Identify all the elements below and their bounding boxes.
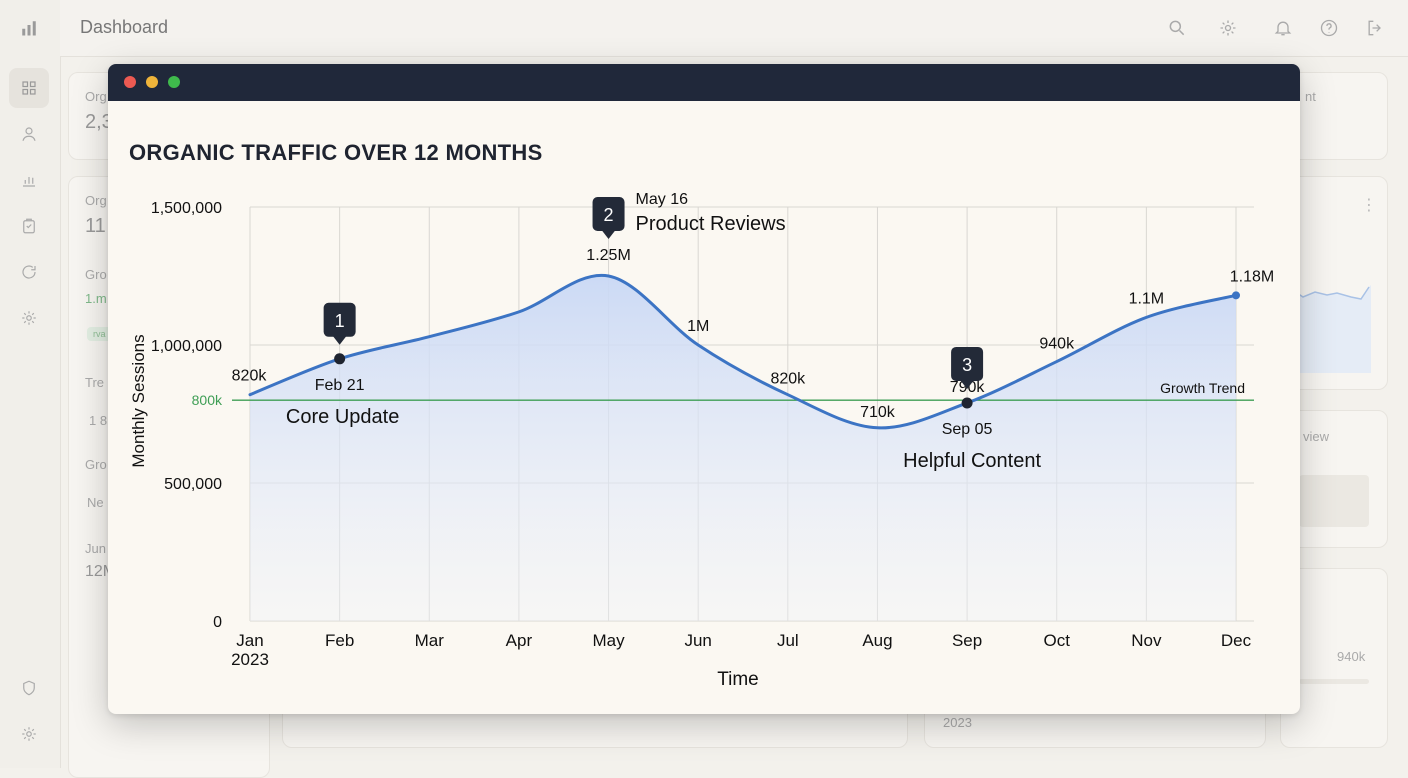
minimize-window-button[interactable]	[146, 76, 158, 88]
annotation-badge	[951, 346, 984, 381]
bg-pill: rva	[87, 327, 112, 341]
bg-card-label: Org	[85, 193, 107, 208]
annotation-date: Sep 05	[942, 421, 993, 438]
bg-group-label: Gro	[85, 457, 107, 472]
bg-bar	[1299, 475, 1369, 527]
data-label: 1M	[687, 318, 709, 335]
y-tick-label: 1,500,000	[151, 200, 222, 217]
annotation-badge-pointer	[960, 379, 975, 389]
bg-right-label: nt	[1305, 89, 1316, 104]
shield-icon[interactable]	[9, 668, 49, 708]
close-window-button[interactable]	[124, 76, 136, 88]
logout-icon[interactable]	[1364, 17, 1386, 39]
data-label: 940k	[1039, 336, 1075, 353]
y-tick-label: 1,000,000	[151, 338, 222, 355]
annotation-badge-pointer	[332, 335, 347, 345]
series-area	[250, 275, 1236, 621]
refresh-icon[interactable]	[9, 252, 49, 292]
reference-line-label: 800k	[192, 392, 223, 408]
data-label: 1.25M	[586, 247, 630, 264]
series-line	[248, 273, 1238, 430]
data-label: 820k	[232, 368, 268, 385]
chart-window: ORGANIC TRAFFIC OVER 12 MONTHS 0 500,000 1…	[108, 64, 1300, 714]
annotation-date: Feb 21	[315, 377, 365, 394]
side-logo-icon[interactable]	[9, 8, 49, 48]
x-tick-label: Aug	[862, 631, 892, 650]
clipboard-icon[interactable]	[9, 206, 49, 246]
chart-title: ORGANIC TRAFFIC OVER 12 MONTHS	[129, 140, 543, 165]
annotation-3: Sep 05 Helpful Content 3	[903, 346, 1041, 472]
bg-group-value: Ne	[87, 495, 104, 510]
x-tick-label: May	[592, 631, 625, 650]
y-tick-label: 500,000	[164, 476, 222, 493]
annotation-badge	[323, 302, 356, 337]
bell-icon[interactable]	[1272, 17, 1294, 39]
bg-right-value: 940k	[1337, 649, 1366, 664]
x-tick-label: Apr	[506, 631, 533, 650]
annotation-badge-pointer	[601, 230, 616, 239]
chart-plot: 0 500,000 1,000,000 1,500,000 Jan Feb Mar Apr Ma…	[129, 191, 1274, 690]
x-tick-label: Feb	[325, 631, 354, 650]
annotation-label: Core Update	[286, 406, 399, 428]
bg-card-value: 2,3	[85, 111, 113, 133]
annotation-date: May 16	[636, 191, 689, 208]
y-tick-label: 0	[213, 614, 222, 631]
bg-jun-label: Jun	[85, 541, 106, 556]
settings-gear-icon[interactable]	[9, 298, 49, 338]
kebab-menu-icon[interactable]: ⋮	[1361, 197, 1377, 214]
annotation-point	[334, 353, 346, 365]
annotation-label: Product Reviews	[636, 213, 786, 235]
x-tick-label: Sep	[952, 631, 982, 650]
y-axis-title: Monthly Sessions	[129, 334, 148, 467]
search-icon[interactable]	[1166, 17, 1188, 39]
end-point	[1232, 291, 1240, 300]
top-bar: Dashboard	[60, 0, 1408, 57]
annotation-point	[961, 397, 973, 409]
help-icon[interactable]	[1318, 17, 1340, 39]
x-tick-label: Oct	[1044, 631, 1071, 650]
maximize-window-button[interactable]	[168, 76, 180, 88]
bg-trend-label: Tre	[85, 375, 105, 390]
bg-right-label: view	[1303, 429, 1330, 444]
bar-chart-icon[interactable]	[9, 160, 49, 200]
bg-growth-label: Gro	[85, 267, 107, 282]
bg-trend-value: 1 8	[89, 413, 108, 428]
annotation-1: Feb 21 Core Update 1	[286, 302, 399, 428]
x-tick-label: Jul	[777, 631, 799, 650]
annotation-number: 2	[604, 205, 614, 225]
data-label: 1.1M	[1129, 290, 1165, 307]
bg-card-value: 11	[85, 215, 106, 237]
data-label: 1.18M	[1230, 268, 1274, 285]
window-titlebar	[108, 64, 1300, 101]
bottom-gear-icon[interactable]	[9, 714, 49, 754]
grid-icon[interactable]	[9, 68, 49, 108]
annotation-2: May 16 Product Reviews 2	[592, 191, 786, 239]
annotation-label: Helpful Content	[903, 450, 1041, 472]
annotation-badge	[592, 197, 625, 231]
bg-growth-value: 1.m	[85, 291, 107, 306]
sidebar	[0, 0, 61, 768]
bg-progress	[1299, 679, 1369, 684]
page-title: Dashboard	[80, 17, 169, 37]
x-tick-label: Mar	[415, 631, 445, 650]
user-icon[interactable]	[9, 114, 49, 154]
data-label: 820k	[770, 371, 806, 388]
data-label: 710k	[860, 404, 896, 421]
x-tick-label: Dec	[1221, 631, 1252, 650]
reference-line-name: Growth Trend	[1160, 380, 1245, 396]
annotation-number: 1	[335, 311, 345, 331]
x-tick-sublabel: 2023	[231, 650, 269, 669]
x-axis-title: Time	[717, 669, 759, 690]
bg-year: 2023	[943, 715, 972, 730]
x-tick-label: Jun	[684, 631, 711, 650]
x-tick-label: Jan	[236, 631, 263, 650]
annotation-number: 3	[962, 355, 972, 375]
bg-card-label: Org	[85, 89, 107, 104]
x-tick-label: Nov	[1131, 631, 1162, 650]
gear-icon[interactable]	[1217, 17, 1239, 39]
